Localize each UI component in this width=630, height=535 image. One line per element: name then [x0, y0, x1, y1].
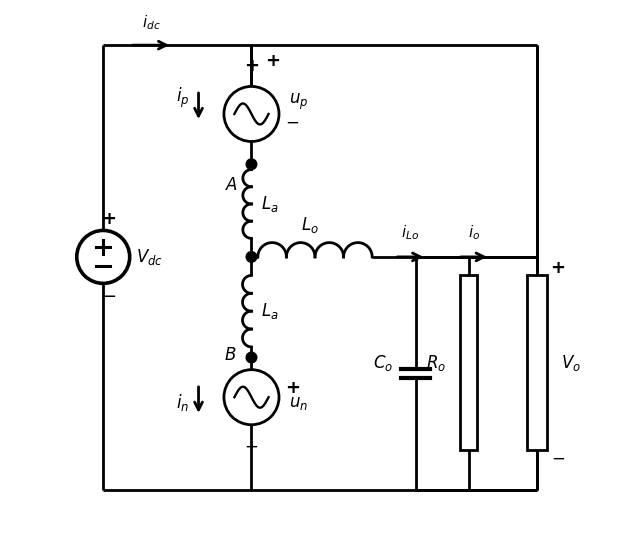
Text: $-$: $-$	[244, 437, 258, 454]
Circle shape	[246, 159, 257, 170]
Text: $C_o$: $C_o$	[373, 353, 393, 373]
Text: $i_{dc}$: $i_{dc}$	[142, 13, 160, 32]
Circle shape	[246, 251, 257, 262]
Text: $V_{dc}$: $V_{dc}$	[136, 247, 163, 267]
Text: $i_o$: $i_o$	[467, 224, 480, 242]
Text: +: +	[244, 57, 259, 75]
Text: $u_n$: $u_n$	[289, 394, 307, 411]
Bar	[527, 276, 547, 450]
Text: $V_o$: $V_o$	[561, 353, 581, 373]
Text: $-$: $-$	[551, 449, 564, 467]
Text: +: +	[285, 379, 301, 396]
Text: +: +	[265, 52, 280, 70]
Text: $i_p$: $i_p$	[176, 86, 189, 110]
Text: $L_o$: $L_o$	[301, 215, 319, 235]
Text: $B$: $B$	[224, 346, 237, 364]
Text: $i_n$: $i_n$	[176, 392, 189, 413]
Bar	[460, 276, 477, 450]
Text: $R_o$: $R_o$	[426, 353, 446, 373]
Text: $L_a$: $L_a$	[261, 301, 278, 321]
Text: $-$: $-$	[285, 113, 299, 131]
Text: $L_a$: $L_a$	[261, 194, 278, 214]
Text: $i_{Lo}$: $i_{Lo}$	[401, 224, 420, 242]
Text: +: +	[101, 210, 116, 228]
Text: $u_p$: $u_p$	[289, 92, 308, 112]
Text: $A$: $A$	[225, 176, 238, 194]
Text: $-$: $-$	[101, 286, 116, 304]
Circle shape	[246, 352, 257, 363]
Text: +: +	[551, 258, 566, 277]
